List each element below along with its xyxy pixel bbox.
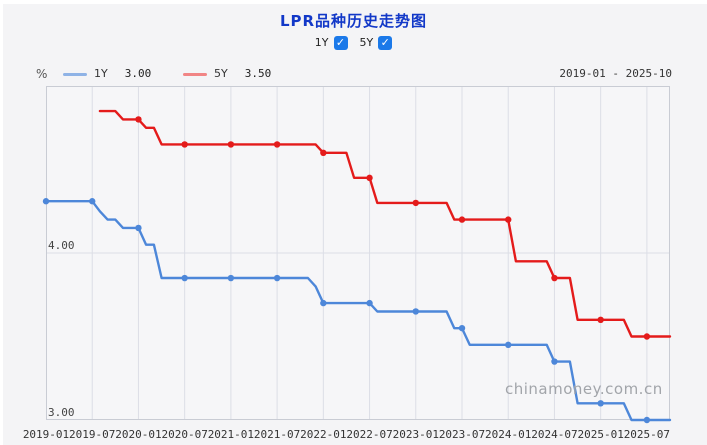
x-tick-label: 2019-01: [22, 428, 70, 441]
x-tick-label: 2023-01: [392, 428, 439, 441]
series-marker-1y: [273, 274, 281, 282]
series-marker-5y: [597, 316, 604, 323]
legend-swatch-5y-icon: [183, 72, 207, 76]
legend-row: % 1Y 3.00 5Y 3.50 2019-01 - 2025-10: [0, 66, 707, 82]
series-marker-5y: [273, 141, 281, 148]
x-tick-label: 2024-01: [485, 428, 532, 441]
legend-name-1y: 1Y: [94, 67, 108, 80]
series-line-1y: [44, 199, 672, 422]
chart-title: LPR品种历史走势图: [279, 12, 428, 30]
x-tick-label: 2025-01: [577, 428, 624, 441]
x-tick-label: 2022-07: [346, 428, 393, 441]
legend-value-1y: 3.00: [124, 67, 152, 80]
series-marker-5y: [320, 149, 327, 156]
legend-name-5y: 5Y: [214, 67, 228, 80]
series-marker-5y: [551, 274, 558, 282]
x-tick-label: 2025-07: [623, 428, 671, 441]
series-marker-1y: [320, 299, 327, 307]
series-marker-5y: [181, 141, 188, 148]
x-tick-label: 2024-07: [531, 428, 578, 441]
series-marker-5y: [505, 216, 512, 223]
toggle-1y-checkbox[interactable]: ✓: [333, 35, 348, 50]
x-tick-label: 2021-01: [207, 428, 255, 441]
series-marker-1y: [89, 198, 96, 205]
date-range-label: 2019-01 - 2025-10: [559, 67, 672, 80]
series-marker-1y: [597, 400, 604, 407]
x-axis-labels: 2019-01 2019-07 2020-01 2020-07 2021-01 2021-…: [0, 428, 707, 442]
toggle-5y-label: 5Y: [359, 36, 374, 49]
series-marker-1y: [227, 274, 235, 282]
series-marker-1y: [412, 308, 419, 315]
x-tick-label: 2021-07: [253, 428, 301, 441]
series-marker-1y: [135, 224, 142, 232]
legend-item-1y[interactable]: 1Y 3.00: [63, 66, 151, 82]
watermark: chinamoney.com.cn: [505, 380, 663, 398]
legend-item-5y[interactable]: 5Y 3.50: [183, 66, 271, 82]
chart-canvas[interactable]: [42, 86, 672, 424]
x-tick-label: 2019-07: [69, 428, 116, 441]
y-tick-label: 3.00: [48, 406, 75, 419]
toggle-1y-label: 1Y: [314, 36, 329, 49]
y-axis-unit-label: %: [36, 67, 48, 81]
toggle-5y-checkbox[interactable]: ✓: [378, 35, 393, 50]
series-marker-1y: [551, 358, 558, 365]
toggle-1y[interactable]: 1Y ✓: [314, 35, 348, 50]
series-marker-1y: [458, 324, 466, 332]
legend-swatch-1y-icon: [63, 72, 87, 76]
series-marker-5y: [135, 116, 142, 123]
series-marker-1y: [643, 416, 651, 424]
x-tick-label: 2020-07: [161, 428, 208, 441]
x-tick-label: 2020-01: [115, 428, 162, 441]
series-marker-5y: [412, 199, 419, 207]
series-marker-5y: [366, 174, 373, 182]
series-line-5y: [98, 109, 672, 338]
series-marker-1y: [505, 341, 512, 349]
series-marker-1y: [366, 299, 373, 307]
legend-value-5y: 3.50: [244, 67, 272, 80]
series-marker-1y: [181, 274, 188, 282]
plot-border: [46, 86, 670, 420]
lpr-trend-plot[interactable]: [42, 86, 672, 424]
x-tick-label: 2023-07: [438, 428, 486, 441]
series-marker-5y: [643, 333, 651, 340]
y-tick-label: 4.00: [48, 239, 75, 252]
toggle-5y[interactable]: 5Y ✓: [359, 35, 393, 50]
series-marker-1y: [42, 198, 50, 205]
series-marker-5y: [227, 141, 235, 148]
x-tick-label: 2022-01: [300, 428, 347, 441]
series-toggle-row: 1Y ✓ 5Y ✓: [0, 35, 707, 50]
series-marker-5y: [458, 216, 466, 223]
